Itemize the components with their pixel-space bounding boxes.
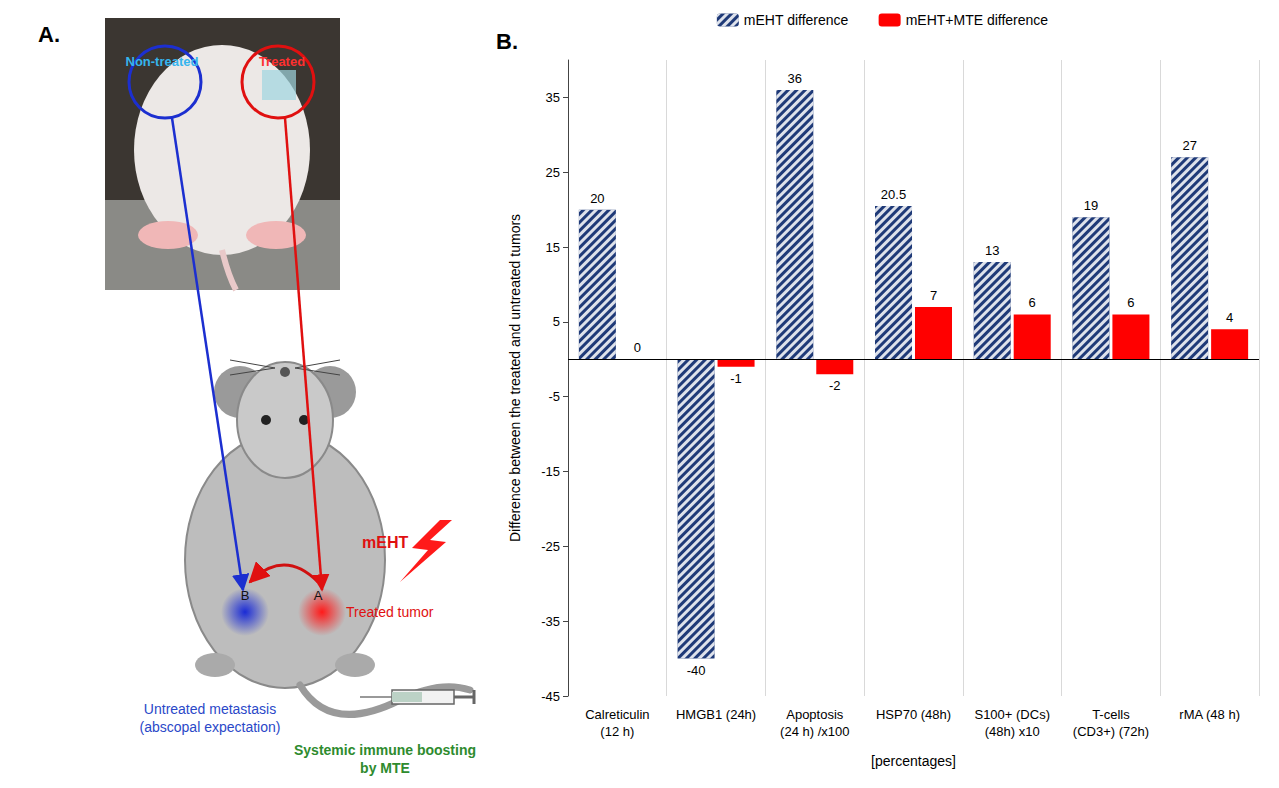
svg-text:Untreated metastasis(abscopal: Untreated metastasis(abscopal expectatio… (140, 701, 281, 735)
svg-text:B: B (241, 588, 250, 603)
svg-text:(CD3+) (72h): (CD3+) (72h) (1073, 724, 1149, 739)
svg-text:5: 5 (553, 314, 560, 329)
svg-text:7: 7 (930, 288, 937, 303)
svg-text:S100+ (DCs): S100+ (DCs) (974, 707, 1050, 722)
svg-text:mEHT+MTE difference: mEHT+MTE difference (906, 12, 1049, 28)
svg-text:[percentages]: [percentages] (871, 753, 956, 769)
svg-text:-40: -40 (687, 663, 706, 678)
svg-text:19: 19 (1084, 198, 1098, 213)
svg-text:-2: -2 (829, 378, 841, 393)
svg-text:Treated: Treated (259, 54, 305, 69)
svg-text:A.: A. (38, 22, 60, 47)
svg-text:-25: -25 (541, 539, 560, 554)
svg-text:A: A (314, 588, 323, 603)
svg-text:-35: -35 (541, 614, 560, 629)
svg-text:6: 6 (1029, 295, 1036, 310)
svg-text:Treated tumor: Treated tumor (346, 604, 434, 620)
svg-text:Systemic immune boostingby MTE: Systemic immune boostingby MTE (294, 742, 476, 776)
svg-text:0: 0 (634, 340, 641, 355)
svg-text:13: 13 (985, 243, 999, 258)
svg-text:-45: -45 (541, 689, 560, 704)
svg-text:HSP70 (48h): HSP70 (48h) (876, 707, 951, 722)
svg-text:rMA (48 h): rMA (48 h) (1179, 707, 1240, 722)
svg-text:6: 6 (1127, 295, 1134, 310)
svg-text:(48h) x10: (48h) x10 (985, 724, 1040, 739)
svg-text:(24 h) /x100: (24 h) /x100 (780, 724, 849, 739)
svg-text:27: 27 (1182, 138, 1196, 153)
svg-text:36: 36 (788, 71, 802, 86)
svg-text:Difference between the treated: Difference between the treated and untre… (507, 214, 523, 542)
svg-text:B.: B. (496, 29, 518, 54)
svg-text:-15: -15 (541, 464, 560, 479)
svg-text:15: 15 (546, 240, 560, 255)
svg-text:4: 4 (1226, 310, 1233, 325)
svg-text:mEHT difference: mEHT difference (744, 12, 849, 28)
svg-text:T-cells: T-cells (1092, 707, 1130, 722)
svg-text:-1: -1 (730, 371, 742, 386)
svg-text:25: 25 (546, 165, 560, 180)
svg-text:HMGB1 (24h): HMGB1 (24h) (676, 707, 756, 722)
svg-text:-5: -5 (548, 389, 560, 404)
svg-text:Apoptosis: Apoptosis (786, 707, 844, 722)
svg-text:Non-treated: Non-treated (126, 54, 199, 69)
svg-text:(12 h): (12 h) (600, 724, 634, 739)
svg-text:Calreticulin: Calreticulin (585, 707, 649, 722)
svg-text:20: 20 (590, 191, 604, 206)
svg-text:mEHT: mEHT (362, 534, 408, 551)
svg-text:20.5: 20.5 (881, 187, 906, 202)
svg-text:35: 35 (546, 90, 560, 105)
